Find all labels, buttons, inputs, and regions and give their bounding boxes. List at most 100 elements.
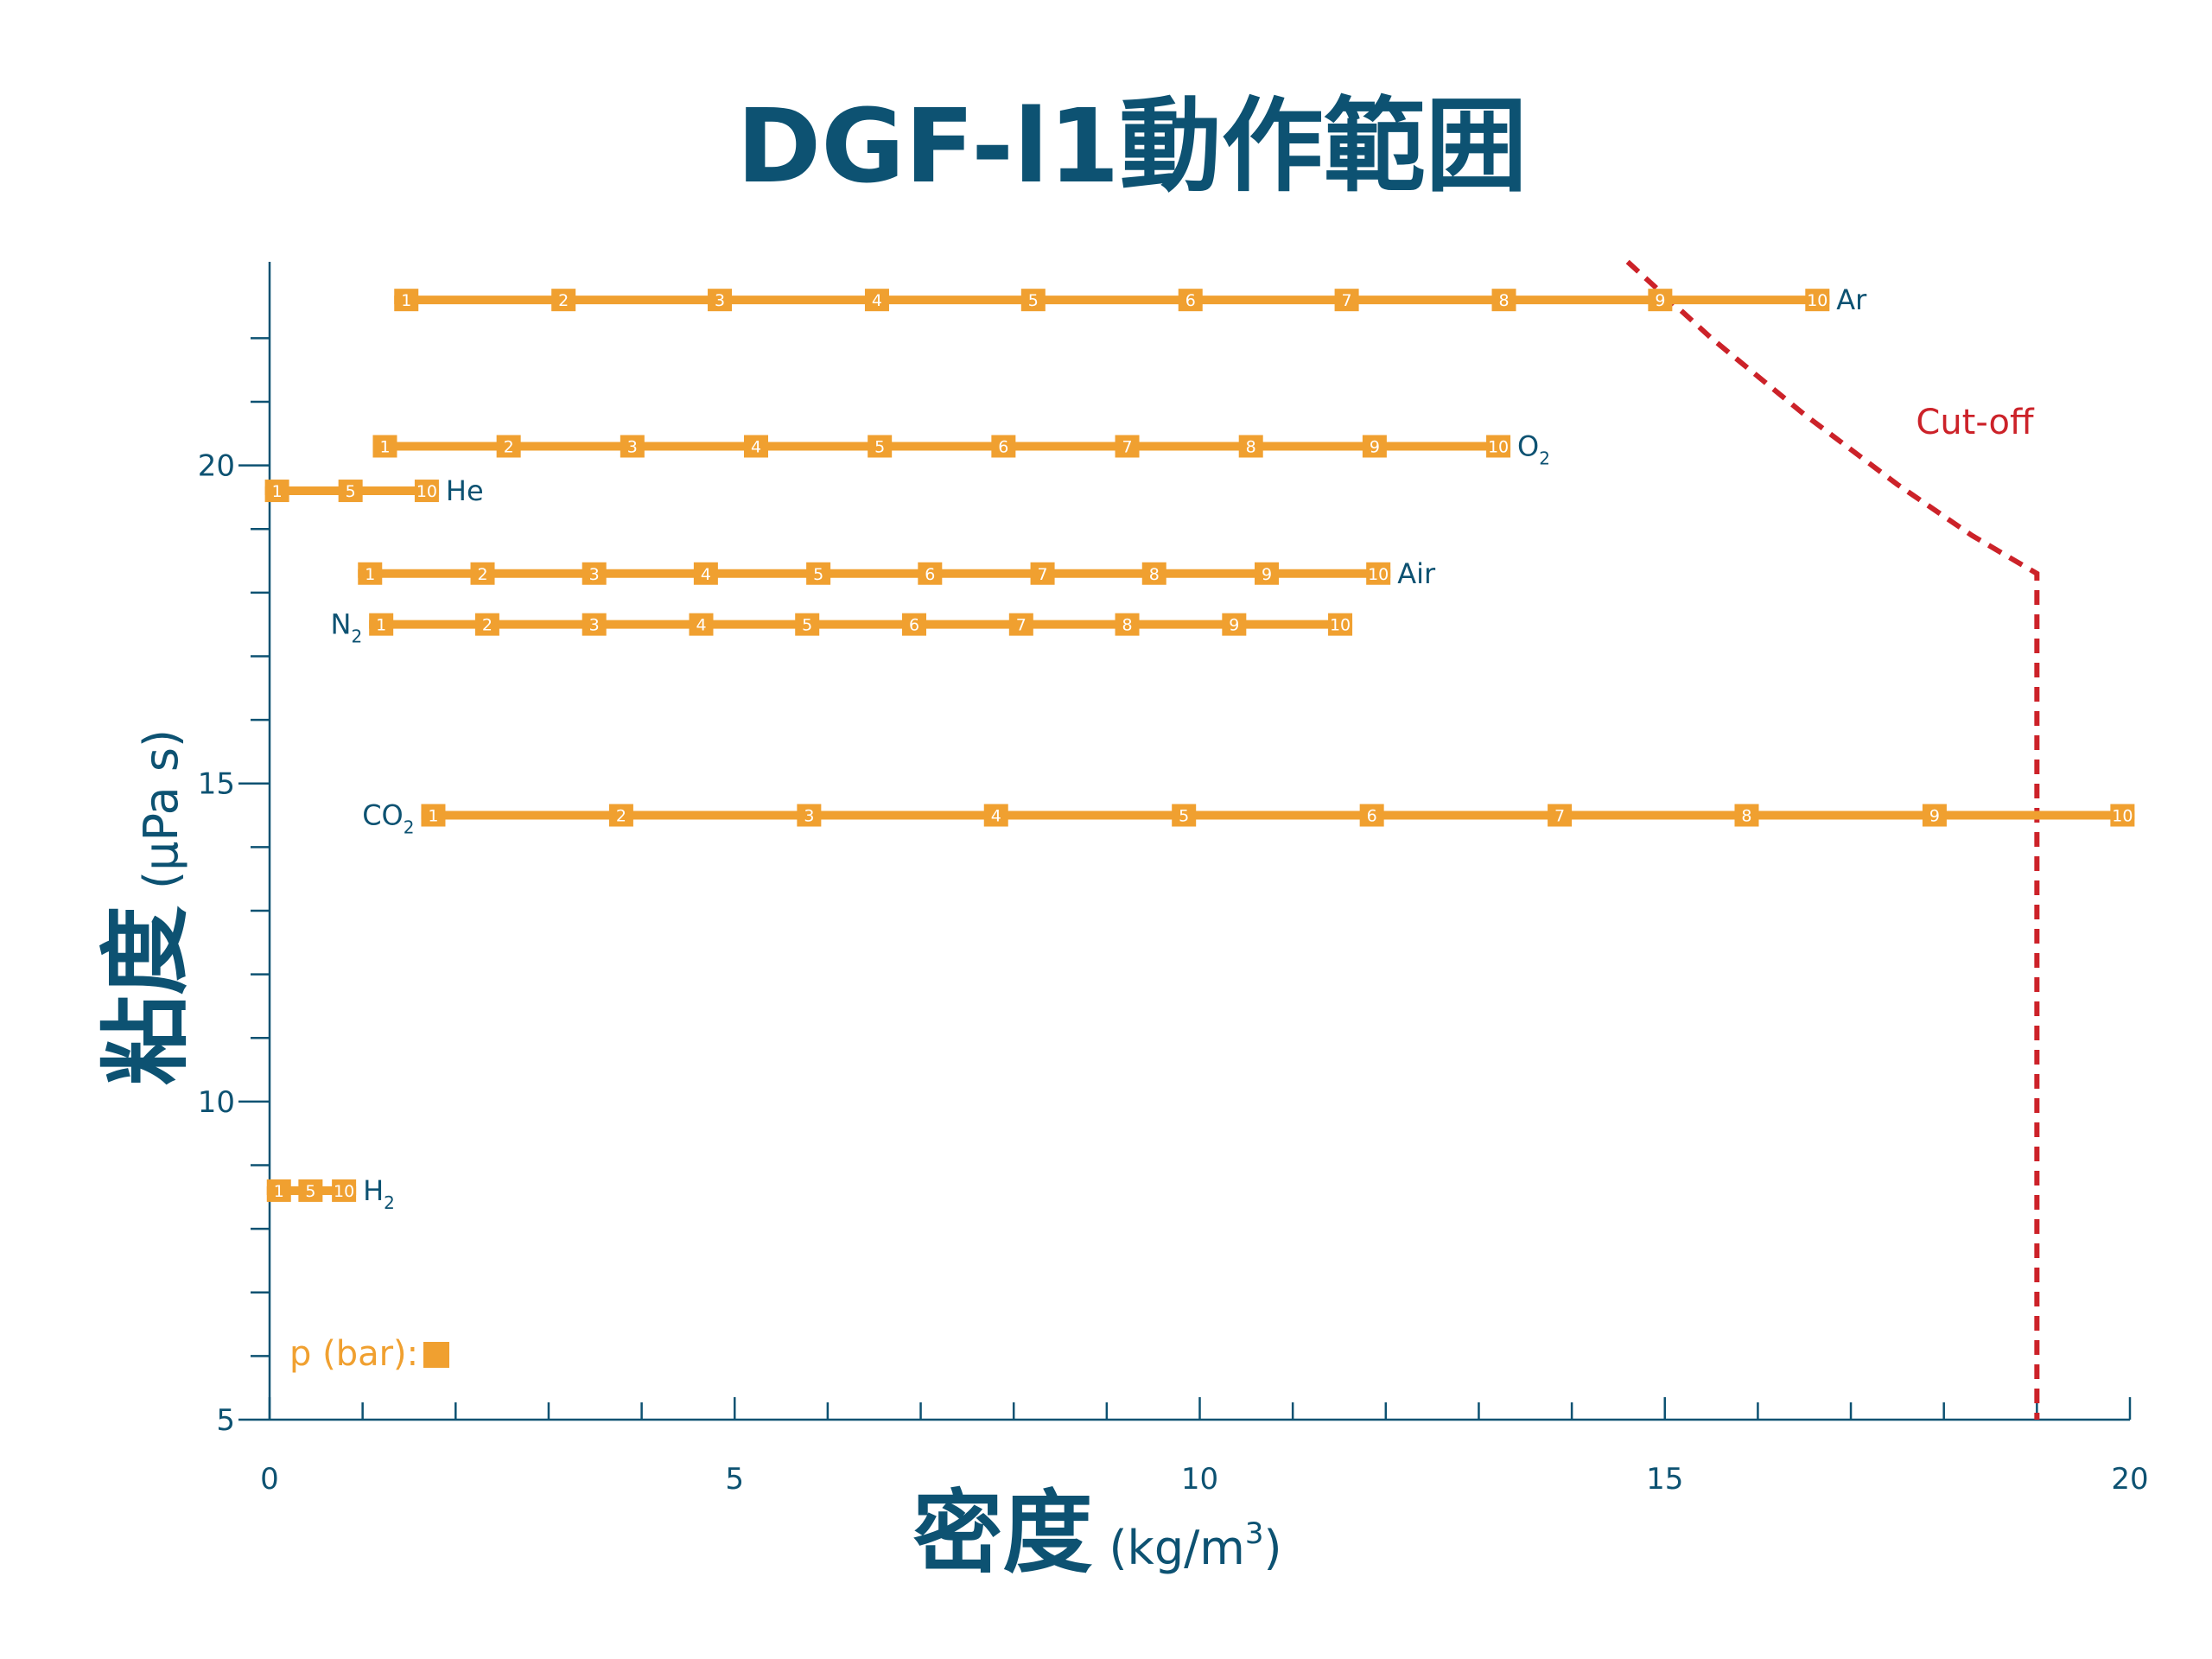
series-o2: 1 2 3 4 5 6 7 8 9 10 O2 bbox=[372, 430, 1550, 469]
pressure-marker bbox=[744, 435, 769, 458]
pressure-marker-label: 8 bbox=[1149, 565, 1160, 584]
y-tick-label: 10 bbox=[198, 1085, 235, 1120]
series-label: Air bbox=[1397, 557, 1436, 590]
pressure-marker bbox=[298, 1179, 323, 1202]
x-axis-label-main: 密度 bbox=[912, 1480, 1092, 1586]
pressure-marker bbox=[918, 562, 943, 585]
pressure-marker-label: 7 bbox=[1554, 807, 1565, 826]
pressure-marker bbox=[983, 804, 1008, 827]
pressure-marker-label: 8 bbox=[1741, 807, 1751, 826]
pressure-marker bbox=[470, 562, 495, 585]
series-label: N2 bbox=[331, 608, 363, 647]
pressure-marker bbox=[1328, 613, 1353, 636]
series-label: Ar bbox=[1836, 283, 1867, 316]
pressure-marker-label: 4 bbox=[991, 807, 1001, 826]
x-tick-label: 0 bbox=[260, 1462, 279, 1497]
series-label-name: O bbox=[1517, 430, 1539, 463]
pressure-marker bbox=[991, 435, 1016, 458]
pressure-marker-label: 9 bbox=[1370, 438, 1380, 457]
series-h2: 1 5 10 H2 bbox=[266, 1174, 395, 1213]
pressure-marker-label: 10 bbox=[1807, 291, 1827, 310]
series-label: O2 bbox=[1517, 430, 1550, 469]
series-ar: 1 2 3 4 5 6 7 8 9 10 Ar bbox=[394, 283, 1867, 316]
pressure-marker bbox=[369, 613, 394, 636]
pressure-marker-label: 3 bbox=[627, 438, 638, 457]
pressure-marker-label: 7 bbox=[1342, 291, 1352, 310]
x-tick-label: 15 bbox=[1646, 1462, 1683, 1497]
pressure-marker-label: 7 bbox=[1038, 565, 1048, 584]
y-tick-label: 15 bbox=[198, 767, 235, 802]
cutoff-curve: Cut-off bbox=[1625, 259, 2040, 1420]
pressure-marker bbox=[689, 613, 714, 636]
series-label-name: N bbox=[331, 608, 352, 641]
pressure-marker bbox=[1359, 804, 1384, 827]
pressure-marker-label: 5 bbox=[874, 438, 885, 457]
pressure-marker bbox=[582, 613, 607, 636]
pressure-marker-label: 1 bbox=[376, 616, 386, 635]
pressure-marker-label: 9 bbox=[1229, 616, 1239, 635]
series-label-name: Ar bbox=[1836, 283, 1867, 316]
pressure-marker-label: 1 bbox=[379, 438, 390, 457]
pressure-marker-label: 2 bbox=[477, 565, 487, 584]
pressure-marker bbox=[1486, 435, 1511, 458]
legend: p (bar): bbox=[289, 1334, 449, 1374]
cutoff-line bbox=[1625, 259, 2040, 1420]
chart-title: DGF-l1動作範囲 bbox=[736, 86, 1527, 206]
pressure-marker-label: 1 bbox=[401, 291, 411, 310]
pressure-marker bbox=[2110, 804, 2135, 827]
pressure-marker bbox=[864, 289, 889, 312]
series-label-sub: 2 bbox=[404, 817, 415, 838]
pressure-marker-label: 10 bbox=[1368, 565, 1389, 584]
series-label: H2 bbox=[363, 1174, 395, 1213]
series-label-name: H bbox=[363, 1174, 384, 1207]
series-label: CO2 bbox=[362, 799, 414, 838]
pressure-marker bbox=[1008, 613, 1033, 636]
pressure-marker-label: 3 bbox=[589, 616, 600, 635]
pressure-marker-label: 5 bbox=[802, 616, 812, 635]
pressure-marker bbox=[1548, 804, 1573, 827]
series-label-sub: 2 bbox=[1539, 448, 1550, 469]
pressure-marker bbox=[1734, 804, 1759, 827]
pressure-marker-label: 6 bbox=[998, 438, 1008, 457]
y-tick-label: 20 bbox=[198, 449, 235, 484]
pressure-marker bbox=[338, 480, 363, 503]
pressure-marker-label: 8 bbox=[1246, 438, 1256, 457]
pressure-marker bbox=[1805, 289, 1830, 312]
pressure-marker-label: 6 bbox=[1185, 291, 1196, 310]
pressure-marker-label: 8 bbox=[1498, 291, 1509, 310]
pressure-marker-label: 1 bbox=[365, 565, 375, 584]
pressure-marker-label: 2 bbox=[482, 616, 493, 635]
pressure-marker bbox=[496, 435, 521, 458]
pressure-marker-label: 1 bbox=[272, 482, 283, 501]
series-he: 1 5 10 He bbox=[264, 474, 484, 507]
legend-marker bbox=[423, 1342, 449, 1368]
pressure-marker bbox=[1115, 435, 1140, 458]
series-group: 1 2 3 4 5 6 7 8 9 10 Ar1 2 3 4 5 6 7 8 9 10 O21 5 10 He1 2 3 4 5 6 7 8… bbox=[264, 283, 2135, 1213]
x-axis-label-unit: (kg/m bbox=[1109, 1521, 1244, 1575]
y-axis-label: 粘度 (µPa s) bbox=[93, 729, 199, 1085]
x-axis-label: 密度 (kg/m3) bbox=[912, 1480, 1281, 1586]
pressure-marker-label: 1 bbox=[428, 807, 438, 826]
pressure-marker bbox=[1922, 804, 1947, 827]
x-tick-label: 5 bbox=[725, 1462, 744, 1497]
pressure-marker-label: 10 bbox=[416, 482, 437, 501]
pressure-marker-label: 5 bbox=[813, 565, 823, 584]
pressure-marker bbox=[414, 480, 439, 503]
pressure-marker-label: 6 bbox=[1367, 807, 1377, 826]
pressure-marker bbox=[1020, 289, 1046, 312]
pressure-marker bbox=[620, 435, 645, 458]
pressure-marker bbox=[708, 289, 733, 312]
pressure-marker bbox=[1030, 562, 1055, 585]
pressure-marker bbox=[1255, 562, 1280, 585]
pressure-marker bbox=[1238, 435, 1263, 458]
y-axis-label-unit: (µPa s) bbox=[134, 729, 188, 889]
pressure-marker-label: 5 bbox=[1028, 291, 1039, 310]
x-tick-label: 20 bbox=[2111, 1462, 2148, 1497]
pressure-marker bbox=[1141, 562, 1166, 585]
pressure-marker bbox=[332, 1179, 357, 1202]
pressure-marker-label: 4 bbox=[872, 291, 882, 310]
series-label-name: CO bbox=[362, 799, 404, 832]
